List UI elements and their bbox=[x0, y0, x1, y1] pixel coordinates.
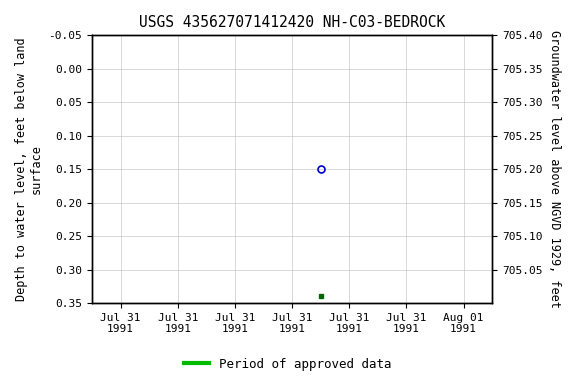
Legend: Period of approved data: Period of approved data bbox=[179, 353, 397, 376]
Y-axis label: Groundwater level above NGVD 1929, feet: Groundwater level above NGVD 1929, feet bbox=[548, 30, 561, 308]
Y-axis label: Depth to water level, feet below land
surface: Depth to water level, feet below land su… bbox=[15, 37, 43, 301]
Title: USGS 435627071412420 NH-C03-BEDROCK: USGS 435627071412420 NH-C03-BEDROCK bbox=[139, 15, 445, 30]
